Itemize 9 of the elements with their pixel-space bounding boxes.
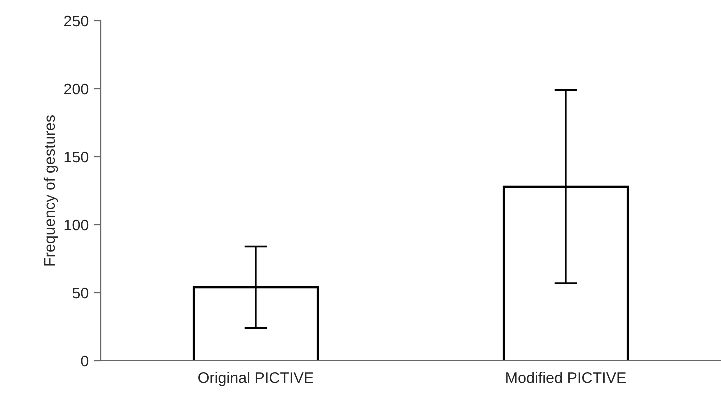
y-tick-label: 0 bbox=[81, 356, 89, 367]
x-tick-label: Original PICTIVE bbox=[198, 372, 314, 386]
y-tick-label: 250 bbox=[64, 16, 89, 27]
x-tick-label: Modified PICTIVE bbox=[506, 372, 626, 384]
y-tick-label: 150 bbox=[64, 152, 89, 163]
y-axis-title: Frequency of gestures bbox=[44, 116, 58, 266]
y-tick-label: 200 bbox=[64, 84, 89, 95]
y-tick-label: 50 bbox=[72, 288, 89, 299]
y-tick-label: 100 bbox=[64, 220, 89, 231]
